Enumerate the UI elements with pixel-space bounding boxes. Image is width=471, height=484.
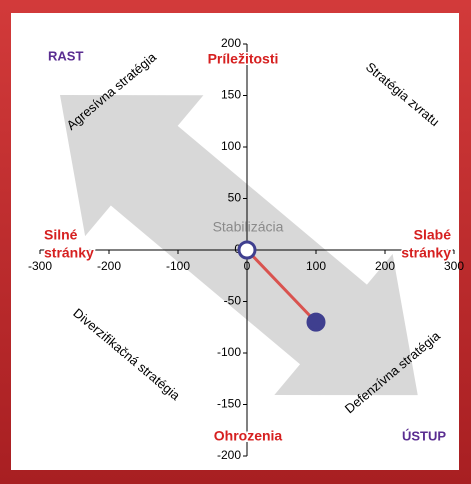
- x-tick-label: -100: [166, 259, 190, 273]
- y-tick-label: 200: [221, 36, 241, 50]
- x-tick-label: 0: [244, 259, 251, 273]
- y-tick-label: 100: [221, 139, 241, 153]
- axis-label: Ohrozenia: [214, 428, 283, 444]
- x-tick-label: 300: [444, 259, 464, 273]
- axis-label: Slabé: [414, 227, 452, 243]
- corner-label: RAST: [48, 48, 83, 63]
- x-tick-label: 200: [375, 259, 395, 273]
- axis-label: Silné: [44, 227, 78, 243]
- y-tick-label: 50: [228, 191, 242, 205]
- x-tick-label: -200: [97, 259, 121, 273]
- point: [237, 240, 257, 260]
- axis-label: Príležitosti: [208, 51, 279, 67]
- center-label: Stabilizácia: [213, 219, 284, 235]
- y-tick-label: -150: [217, 397, 241, 411]
- series-line: [245, 248, 318, 324]
- axis-label: stránky: [44, 245, 94, 261]
- x-tick-label: -300: [28, 259, 52, 273]
- y-tick-label: -100: [217, 345, 241, 359]
- y-tick-label: 150: [221, 88, 241, 102]
- point: [306, 312, 326, 332]
- y-tick-label: -50: [224, 294, 242, 308]
- corner-label: ÚSTUP: [402, 428, 446, 443]
- x-tick-label: 100: [306, 259, 326, 273]
- axis-label: stránky: [401, 245, 451, 261]
- y-tick-label: -200: [217, 448, 241, 462]
